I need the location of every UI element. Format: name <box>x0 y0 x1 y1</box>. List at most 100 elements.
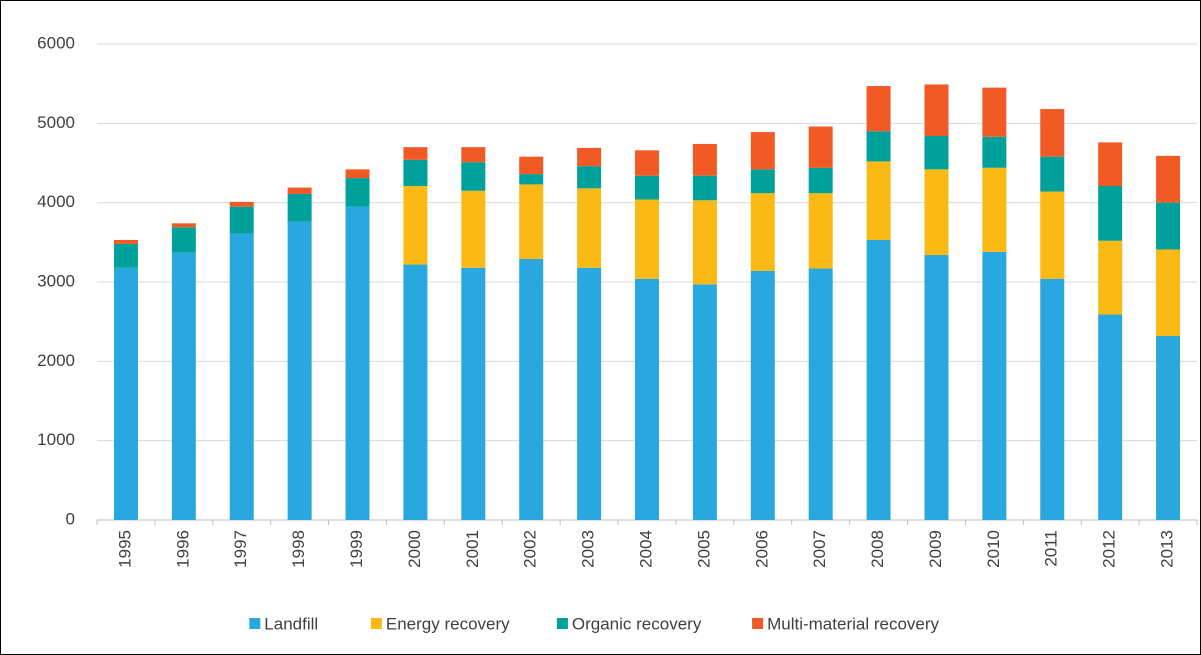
bar-segment <box>635 150 659 176</box>
bar-segment <box>403 159 428 187</box>
bar-segment <box>982 251 1007 520</box>
x-tick-label: 2007 <box>810 530 829 568</box>
legend-swatch <box>370 618 382 629</box>
y-tick-label: 3000 <box>37 271 75 290</box>
bar-segment <box>403 147 428 160</box>
y-tick-label: 6000 <box>37 33 75 52</box>
y-tick-label: 2000 <box>37 351 75 370</box>
bar-segment <box>750 169 775 194</box>
bar-segment <box>1156 335 1181 520</box>
x-tick-label: 2013 <box>1158 530 1177 568</box>
legend-label: Organic recovery <box>572 614 702 633</box>
bar-segment <box>808 126 833 168</box>
bar-segment <box>692 143 717 176</box>
legend-swatch <box>752 618 764 629</box>
bar-segment <box>1156 249 1181 336</box>
bar-segment <box>229 201 254 207</box>
y-tick-label: 1000 <box>37 430 75 449</box>
bar-segment <box>692 284 717 520</box>
bar-segment <box>1040 278 1065 520</box>
x-tick-label: 2010 <box>984 530 1003 568</box>
bar-segment <box>519 156 544 175</box>
bar-segment <box>924 84 949 137</box>
bar-segment <box>1098 314 1123 520</box>
bar-segment <box>171 223 196 228</box>
bar-segment <box>750 270 775 520</box>
bar-segment <box>403 186 428 265</box>
legend-label: Multi-material recovery <box>767 614 939 633</box>
legend-label: Energy recovery <box>386 614 510 633</box>
bar-segment <box>519 258 544 520</box>
bar-segment <box>866 86 891 132</box>
bar-segment <box>808 193 833 269</box>
bar-segment <box>692 175 717 201</box>
x-tick-label: 2002 <box>521 530 540 568</box>
bar-segment <box>229 206 254 234</box>
bar-segment <box>924 169 949 256</box>
x-tick-label: 2000 <box>405 530 424 568</box>
y-tick-label: 5000 <box>37 113 75 132</box>
bar-segment <box>1040 191 1065 279</box>
bar-segment <box>866 131 891 162</box>
x-tick-label: 1998 <box>289 530 308 568</box>
bar-segment <box>982 87 1007 137</box>
bar-segment <box>808 167 833 194</box>
x-tick-label: 2009 <box>926 530 945 568</box>
bar-segment <box>287 221 312 520</box>
x-tick-label: 2012 <box>1100 530 1119 568</box>
bar-segment <box>519 174 544 185</box>
bar-segment <box>345 206 370 520</box>
bar-segment <box>808 268 833 520</box>
bar-segment <box>403 264 428 520</box>
x-tick-label: 1996 <box>173 530 192 568</box>
bar-segment <box>461 162 486 191</box>
bar-segment <box>982 167 1007 252</box>
bar-segment <box>924 255 949 520</box>
x-tick-label: 1995 <box>115 530 134 568</box>
bar-segment <box>1156 155 1181 203</box>
x-tick-label: 2003 <box>579 530 598 568</box>
bar-segment <box>635 175 659 200</box>
y-tick-label: 4000 <box>37 192 75 211</box>
legend-swatch <box>556 618 568 629</box>
bar-segment <box>287 193 312 222</box>
bar-segment <box>1040 109 1065 157</box>
bar-segment <box>519 184 544 259</box>
bar-segment <box>577 188 602 268</box>
x-tick-label: 2006 <box>752 530 771 568</box>
bar-segment <box>1098 186 1123 241</box>
x-tick-label: 2004 <box>636 530 655 568</box>
bar-segment <box>461 190 486 268</box>
bar-segment <box>635 199 659 279</box>
bar-segment <box>345 178 370 207</box>
bar-segment <box>229 233 254 520</box>
x-tick-label: 2008 <box>868 530 887 568</box>
bar-segment <box>1098 240 1123 315</box>
x-tick-label: 2001 <box>463 530 482 568</box>
bar-segment <box>1098 142 1123 187</box>
bar-segment <box>461 267 486 520</box>
bar-segment <box>113 243 138 268</box>
bar-segment <box>866 161 891 240</box>
bar-segment <box>287 187 312 194</box>
x-tick-label: 2005 <box>694 530 713 568</box>
y-tick-label: 0 <box>66 509 75 528</box>
bar-segment <box>750 132 775 170</box>
bar-segment <box>577 267 602 520</box>
bar-segment <box>171 227 196 253</box>
bar-segment <box>1040 156 1065 192</box>
bar-segment <box>577 166 602 189</box>
bar-segment <box>345 169 370 179</box>
bar-segment <box>750 193 775 271</box>
legend-swatch <box>249 618 261 629</box>
bar-segment <box>866 239 891 520</box>
bar-segment <box>924 136 949 170</box>
bar-segment <box>692 200 717 285</box>
bar-segment <box>635 278 659 520</box>
x-tick-label: 1999 <box>347 530 366 568</box>
bar-segment <box>461 147 486 163</box>
bar-segment <box>113 239 138 244</box>
x-tick-label: 2011 <box>1042 530 1061 567</box>
bar-segment <box>171 252 196 520</box>
